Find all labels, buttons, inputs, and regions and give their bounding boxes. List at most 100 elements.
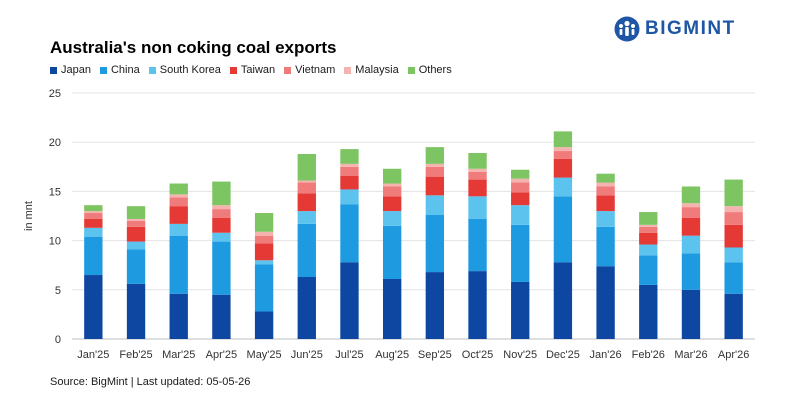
bar-segment-china [254,264,274,312]
bar-segment-vietnam [681,207,701,218]
bar-segment-taiwan [84,218,103,228]
bar-segment-japan [382,278,402,339]
bar-segment-others [212,181,231,206]
bar-segment-japan [169,293,188,339]
bar-segment-malaysia [596,182,615,187]
legend-swatch [229,66,237,74]
bar-segment-south-korea [297,211,316,224]
bar-segment-japan [254,311,274,339]
bar-segment-south-korea [340,189,359,205]
x-tick-label: Mar'25 [162,349,195,361]
x-tick-label: Oct'25 [462,349,493,361]
bar-segment-taiwan [212,217,231,233]
legend-swatch [344,66,352,74]
bar-segment-malaysia [212,205,231,210]
bar-segment-others [511,169,530,179]
bar-segment-japan [596,266,615,339]
bar-segment-china [724,262,743,294]
bar-segment-japan [212,294,231,339]
bar-segment-others [425,147,445,164]
bar-segment-vietnam [169,197,188,207]
bar-segment-others [596,173,615,183]
x-tick-label: Aug'25 [375,349,409,361]
bar-segment-china [639,255,658,285]
bar-segment-vietnam [724,212,743,225]
legend-item-china: China [99,64,140,76]
x-tick-label: Dec'25 [546,349,580,361]
bar-segment-malaysia [340,163,359,167]
bar-segment-others [340,149,359,164]
bar-segment-china [84,236,103,276]
bar-segment-china [340,204,359,263]
people-group-icon [614,16,640,42]
x-tick-label: Feb'25 [119,349,152,361]
bar-segment-south-korea [169,223,188,236]
bar-segment-others [297,154,316,181]
bar-segment-japan [511,281,530,339]
bar-segment-taiwan [254,243,274,261]
bar-segment-others [254,213,274,232]
legend-swatch [407,66,415,74]
bar-segment-taiwan [681,217,701,236]
bar-segment-china [511,224,530,282]
bar-segment-south-korea [382,211,402,226]
bar-segment-taiwan [297,193,316,212]
bar-segment-others [126,206,146,219]
legend-item-taiwan: Taiwan [229,64,276,76]
legend-item-south-korea: South Korea [148,64,221,76]
source-note: Source: BigMint | Last updated: 05-05-26 [50,376,251,388]
bar-segment-south-korea [553,177,573,197]
bar-segment-taiwan [511,192,530,206]
bar-segment-malaysia [681,203,701,208]
x-tick-label: Sep'25 [418,349,452,361]
x-tick-label: Feb'26 [632,349,665,361]
bar-segment-china [468,218,487,272]
y-tick-label: 15 [49,186,61,198]
bar-segment-south-korea [596,211,615,227]
bar-segment-malaysia [639,224,658,227]
bar-segment-vietnam [84,213,103,219]
bar-segment-others [382,168,402,184]
brand-name: BIGMINT [645,18,736,39]
bar-segment-japan [425,272,445,339]
bar-segment-japan [553,262,573,339]
y-tick-label: 25 [49,88,61,100]
bar-segment-malaysia [254,231,274,236]
bar-segment-taiwan [382,196,402,212]
x-tick-label: Jul'25 [335,349,363,361]
bar-segment-vietnam [425,166,445,177]
bar-segment-others [169,183,188,195]
bar-segment-vietnam [212,209,231,218]
bar-segment-china [553,196,573,263]
legend-label: South Korea [159,64,221,76]
bar-segment-china [425,215,445,273]
legend-item-japan: Japan [50,64,91,76]
bar-segment-china [681,253,701,290]
bar-segment-vietnam [126,220,146,227]
legend-label: Taiwan [240,64,276,76]
bar-segment-japan [297,277,316,339]
x-tick-label: May'25 [247,349,282,361]
bar-segment-south-korea [425,195,445,216]
bar-segment-malaysia [724,206,743,213]
bar-segment-japan [468,271,487,339]
bar-segment-malaysia [425,163,445,167]
bar-segment-malaysia [126,218,146,221]
bar-segment-japan [340,262,359,339]
bar-segment-vietnam [382,186,402,197]
bar-segment-china [169,235,188,294]
bar-segment-south-korea [724,247,743,263]
y-tick-label: 10 [49,236,61,248]
bar-segment-south-korea [468,196,487,219]
bar-segment-taiwan [596,195,615,212]
bar-segment-south-korea [254,260,274,265]
legend-swatch [99,66,107,74]
bar-segment-taiwan [169,206,188,224]
bar-segment-vietnam [297,182,316,194]
x-tick-label: Nov'25 [503,349,537,361]
bar-segment-japan [681,289,701,339]
bar-segment-others [639,212,658,225]
bar-segment-taiwan [340,175,359,190]
y-tick-label: 0 [55,334,61,346]
